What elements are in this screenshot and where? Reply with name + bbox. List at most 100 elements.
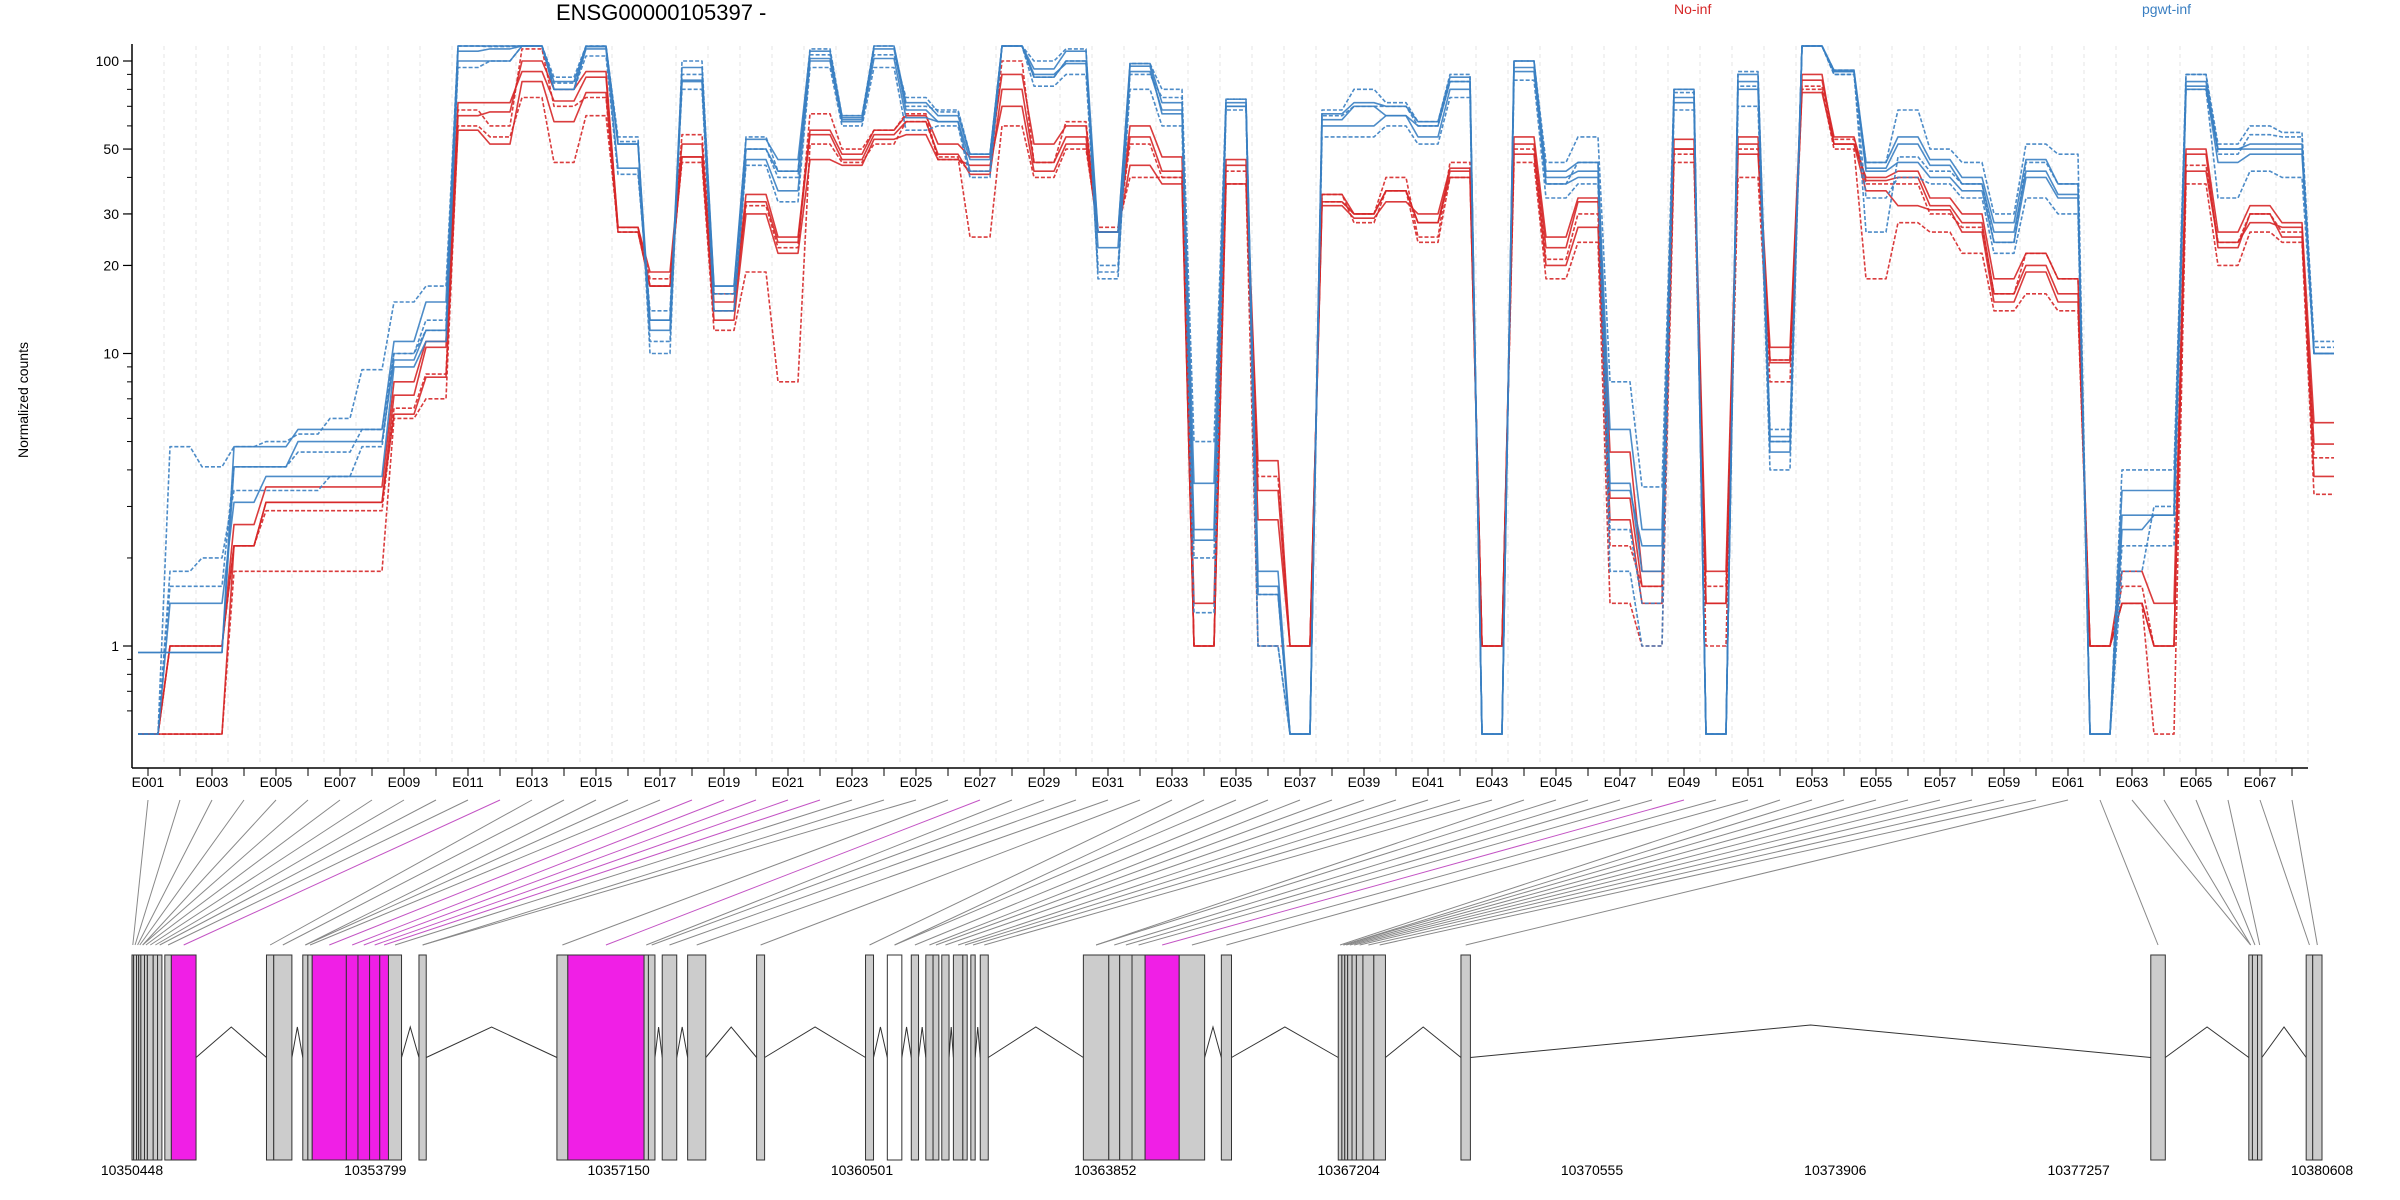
- exon-connector-line: [914, 799, 1269, 946]
- exon-box: [170, 954, 197, 1161]
- intron-line: [1385, 1026, 1462, 1058]
- exon-box: [140, 954, 145, 1161]
- exon-box: [865, 954, 875, 1161]
- intron-line: [987, 1026, 1084, 1058]
- exon-box: [311, 954, 347, 1161]
- exon-box: [661, 954, 678, 1161]
- exon-box: [932, 954, 940, 1161]
- x-tick-label: E019: [708, 774, 741, 790]
- intron-line: [974, 1026, 981, 1058]
- exon-box: [647, 954, 656, 1161]
- exon-box: [1373, 954, 1386, 1161]
- exon-connector-line: [155, 799, 405, 946]
- exon-box: [1351, 954, 1357, 1161]
- series-line-no-inf: [138, 88, 2334, 735]
- intron-line: [918, 1026, 927, 1058]
- exon-box: [1144, 954, 1180, 1161]
- exon-connector-line: [1095, 799, 1525, 946]
- exon-connector-line: [1138, 799, 1653, 946]
- exon-box: [643, 954, 649, 1161]
- exon-connector-line: [1226, 799, 1749, 946]
- exon-connector-line: [964, 799, 1429, 946]
- intron-line: [401, 1025, 420, 1058]
- exon-connector-line: [422, 799, 917, 946]
- exon-connector-line: [383, 799, 821, 946]
- genomic-coordinate-label: 10357150: [588, 1162, 651, 1178]
- exon-box: [369, 954, 381, 1161]
- exon-box: [941, 954, 950, 1161]
- genomic-coordinate-label: 10373906: [1804, 1162, 1867, 1178]
- exon-box: [687, 954, 707, 1161]
- x-tick-label: E011: [452, 774, 484, 790]
- exon-box: [970, 954, 976, 1161]
- y-tick-label: 50: [103, 141, 119, 157]
- x-tick-label: E045: [1540, 774, 1573, 790]
- series-line-no-inf: [138, 48, 2334, 735]
- genomic-coordinate-label: 10380608: [2291, 1162, 2354, 1178]
- chart-title: ENSG00000105397 -: [556, 0, 767, 25]
- x-tick-label: E001: [132, 774, 165, 790]
- exon-connector-line: [1343, 799, 1813, 946]
- genomic-coordinate-label: 10363852: [1074, 1162, 1137, 1178]
- exon-connector-line: [137, 799, 213, 946]
- y-tick-label: 20: [103, 257, 119, 273]
- exon-connector-line: [1465, 799, 2069, 946]
- intron-line: [1470, 1024, 2151, 1058]
- exon-connector-line: [2131, 799, 2252, 946]
- exon-connector-line: [422, 799, 885, 946]
- legend-no-inf: No-inf: [1674, 1, 1712, 17]
- exon-box: [1119, 954, 1133, 1161]
- exon-connector-line: [1349, 799, 1909, 946]
- x-tick-label: E033: [1156, 774, 1189, 790]
- intron-line: [291, 1026, 304, 1058]
- exon-connector-line: [159, 799, 437, 946]
- intron-line: [705, 1026, 757, 1058]
- exon-connector-line: [2227, 799, 2261, 946]
- exon-box: [567, 954, 645, 1161]
- exon-connector-line: [351, 799, 725, 946]
- exon-connector-line: [972, 799, 1461, 946]
- exon-connector-line: [139, 799, 245, 946]
- legend-pgwt-inf: pgwt-inf: [2142, 1, 2192, 17]
- exon-connector-line: [945, 799, 1365, 946]
- series-line-pgwt-inf: [138, 45, 2334, 735]
- exon-connector-line: [2259, 799, 2310, 946]
- exon-connector-line: [646, 799, 1013, 946]
- x-tick-label: E037: [1284, 774, 1317, 790]
- exon-box: [2248, 954, 2253, 1161]
- exon-connector-line: [760, 799, 1141, 946]
- exon-box: [146, 954, 154, 1161]
- x-tick-label: E017: [644, 774, 677, 790]
- intron-line: [195, 1026, 267, 1058]
- series-line-pgwt-inf: [138, 45, 2334, 735]
- x-tick-label: E031: [1092, 774, 1125, 790]
- exon-connector-line: [1114, 799, 1589, 946]
- x-tick-label: E029: [1028, 774, 1061, 790]
- exon-connector-line: [167, 799, 469, 946]
- exon-connector-line: [2099, 799, 2159, 946]
- exon-connector-line: [269, 799, 533, 946]
- intron-line: [873, 1026, 888, 1058]
- y-tick-label: 100: [96, 53, 120, 69]
- exon-box: [556, 954, 569, 1161]
- exon-box: [418, 954, 427, 1161]
- x-tick-label: E059: [1988, 774, 2021, 790]
- exon-connector-line: [894, 799, 1205, 946]
- exon-connector-line: [1359, 799, 1973, 946]
- exon-box: [1460, 954, 1471, 1161]
- exon-box: [1220, 954, 1233, 1161]
- exon-connector-line: [132, 799, 149, 946]
- series-line-no-inf: [138, 70, 2334, 735]
- genomic-coordinate-label: 10377257: [2048, 1162, 2111, 1178]
- genomic-coordinate-label: 10360501: [831, 1162, 894, 1178]
- exon-connector-line: [651, 799, 1045, 946]
- x-tick-label: E067: [2244, 774, 2277, 790]
- exon-connector-line: [957, 799, 1397, 946]
- exon-connector-line: [150, 799, 373, 946]
- exon-connector-line: [1368, 799, 2005, 946]
- exon-connector-line: [282, 799, 565, 946]
- exon-connector-line: [2163, 799, 2252, 946]
- series-line-pgwt-inf: [138, 45, 2334, 735]
- exon-connector-line: [2195, 799, 2256, 946]
- x-tick-label: E007: [324, 774, 357, 790]
